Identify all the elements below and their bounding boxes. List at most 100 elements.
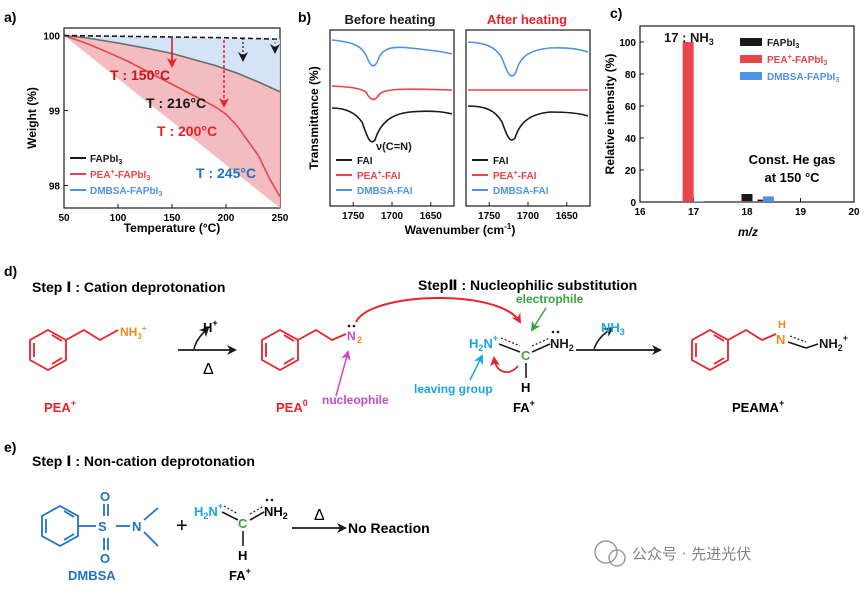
leaving-arrow [490, 356, 519, 373]
ms-x-tick-label: 20 [848, 207, 860, 218]
ms-plot-frame [639, 25, 855, 203]
panel-label-c: c) [610, 5, 622, 21]
ms-x-tick-label: 19 [795, 207, 807, 218]
fa-e-bond-left [221, 511, 239, 521]
lone-pair-dot [556, 330, 560, 334]
ms-y-label: Relative intensity (%) [603, 54, 617, 175]
fa-e-bond-right [249, 511, 265, 521]
tga-x-tick-label: 200 [218, 213, 235, 224]
tga-line-pea-fapbi3 [63, 34, 281, 198]
ms-x-label: m/z [738, 225, 758, 239]
ms-bar [741, 194, 753, 202]
pea-plus-molecule [29, 328, 119, 372]
plus-sign: + [176, 515, 188, 537]
lone-pair-dot [551, 330, 555, 334]
lone-pair-dot [270, 498, 274, 502]
fa-e-bond-right-dashed [249, 505, 265, 515]
panel-label-d: d) [4, 263, 17, 279]
fa-bond-left-dashed [500, 337, 521, 347]
legend-label-dmbsa-fapbi3: DMBSA-FAPbI3 [90, 186, 162, 198]
annotation-150: T : 150°C [110, 67, 170, 83]
ftir-before-dmbsa-fai [331, 39, 453, 67]
peama-bond-2 [805, 343, 819, 349]
nucleophile-arrow [335, 350, 351, 397]
ms-y-tick-label: 100 [619, 38, 636, 49]
panel-label-a: a) [4, 9, 16, 25]
legend-label-pea-fapbi3: PEA+-FAPbI3 [90, 169, 150, 182]
label-dmbsa: DMBSA [68, 568, 116, 583]
fa-e-carbon: C [238, 516, 248, 531]
ms-chart: 16 17 18 19 20 0 20 40 60 80 100 17 : NH3 FAPbI3 P… [603, 25, 860, 239]
pea0-n: N [347, 329, 356, 343]
ftir-legend-before: FAI PEA+-FAI DMBSA-FAI [336, 156, 413, 197]
ms-bar [736, 201, 748, 202]
ftir-x-label: Wavenumber (cm-1) [405, 222, 516, 237]
peama-bond-dashed [789, 335, 807, 343]
legend-swatch-ms-dmbsa [740, 72, 762, 80]
step1-delta: Δ [203, 361, 214, 378]
ms-bar [762, 196, 774, 202]
legend-label-fapbi3: FAPbI3 [90, 154, 122, 166]
annotation-200: T : 200°C [157, 123, 217, 139]
fa-e-h2n: H2N+ [194, 501, 223, 521]
panel-label-b: b) [298, 9, 311, 25]
ms-y-tick-label: 60 [625, 102, 637, 113]
tga-x-tick-label: 150 [164, 213, 181, 224]
step2-nh3: NH3 [601, 320, 625, 337]
ms-annotation-nh3: 17 : NH3 [664, 30, 714, 47]
label-leaving-group: leaving group [414, 382, 493, 396]
dmbsa-n: N [132, 519, 141, 534]
ftir-after-fai [467, 105, 589, 141]
step-e-title: Step Ⅰ : Non-cation deprotonation [32, 453, 255, 469]
step1-title: Step Ⅰ : Cation deprotonation [32, 279, 225, 295]
electrophile-arrow [530, 307, 547, 332]
ftir-x-tick-label: 1750 [478, 211, 501, 222]
ftir-before-pea-fai [331, 85, 453, 101]
tga-legend: FAPbI3 PEA+-FAPbI3 DMBSA-FAPbI3 [70, 154, 162, 198]
tga-x-label: Temperature (°C) [124, 221, 221, 235]
tga-x-tick-label: 250 [272, 213, 289, 224]
ms-annotation-he-2: at 150 °C [764, 170, 820, 185]
step1-h-release-arrow [193, 326, 210, 350]
attack-arrow [355, 297, 522, 324]
ftir-chart: Before heating After heating ν(C=N) FAI … [307, 12, 591, 237]
legend-label-fai-a: FAI [493, 156, 509, 167]
ms-y-tick-label: 0 [630, 198, 636, 209]
pea0-molecule [261, 328, 347, 372]
ftir-legend-after: FAI PEA+-FAI DMBSA-FAI [472, 156, 549, 197]
fa-bond-right-dashed [531, 337, 551, 347]
ms-legend: FAPbI3 PEA+-FAPbI3 DMBSA-FAPbI3 [740, 38, 839, 84]
fa-e-h: H [238, 548, 247, 563]
tga-y-label: Weight (%) [25, 87, 39, 149]
legend-label-fai-b: FAI [357, 156, 373, 167]
label-fa-plus: FA+ [513, 398, 535, 415]
peama-bond [787, 341, 807, 349]
pea0-h2: 2 [357, 335, 362, 345]
watermark: 公众号 · 先进光伏 [594, 540, 751, 567]
label-electrophile: electrophile [516, 292, 584, 306]
peama-nh2: NH2+ [819, 333, 848, 353]
lone-pair-dot [347, 324, 351, 328]
legend-label-ms-pea: PEA+-FAPbI3 [767, 54, 827, 67]
tga-x-tick-label: 50 [58, 213, 70, 224]
ms-y-tick-label: 80 [625, 70, 637, 81]
ms-y-tick-label: 40 [625, 134, 637, 145]
ms-annotation-he-1: Const. He gas [749, 152, 836, 167]
tga-area-pea-tail [64, 35, 280, 208]
tga-line-fapbi3 [63, 34, 281, 93]
legend-swatch-ms-pea [740, 55, 762, 63]
legend-label-pea-fai-a: PEA+-FAI [493, 170, 537, 182]
ms-bar [746, 201, 758, 202]
dmbsa-o-bottom: O [100, 551, 110, 566]
ms-y-tick-label: 20 [625, 166, 637, 177]
ftir-x-tick-label: 1650 [420, 211, 443, 222]
legend-label-ms-fapbi3: FAPbI3 [767, 38, 799, 50]
ms-x-tick-label: 17 [688, 207, 700, 218]
leaving-group-arrow [469, 354, 483, 381]
fa-e-bond-left-dashed [223, 505, 239, 515]
legend-label-dmbsa-fai-b: DMBSA-FAI [357, 186, 413, 197]
ftir-annotation-cn: ν(C=N) [376, 141, 412, 153]
tga-line-dmbsa-fapbi3 [63, 34, 281, 41]
legend-label-dmbsa-fai-a: DMBSA-FAI [493, 186, 549, 197]
fa-bond-right [531, 343, 551, 353]
